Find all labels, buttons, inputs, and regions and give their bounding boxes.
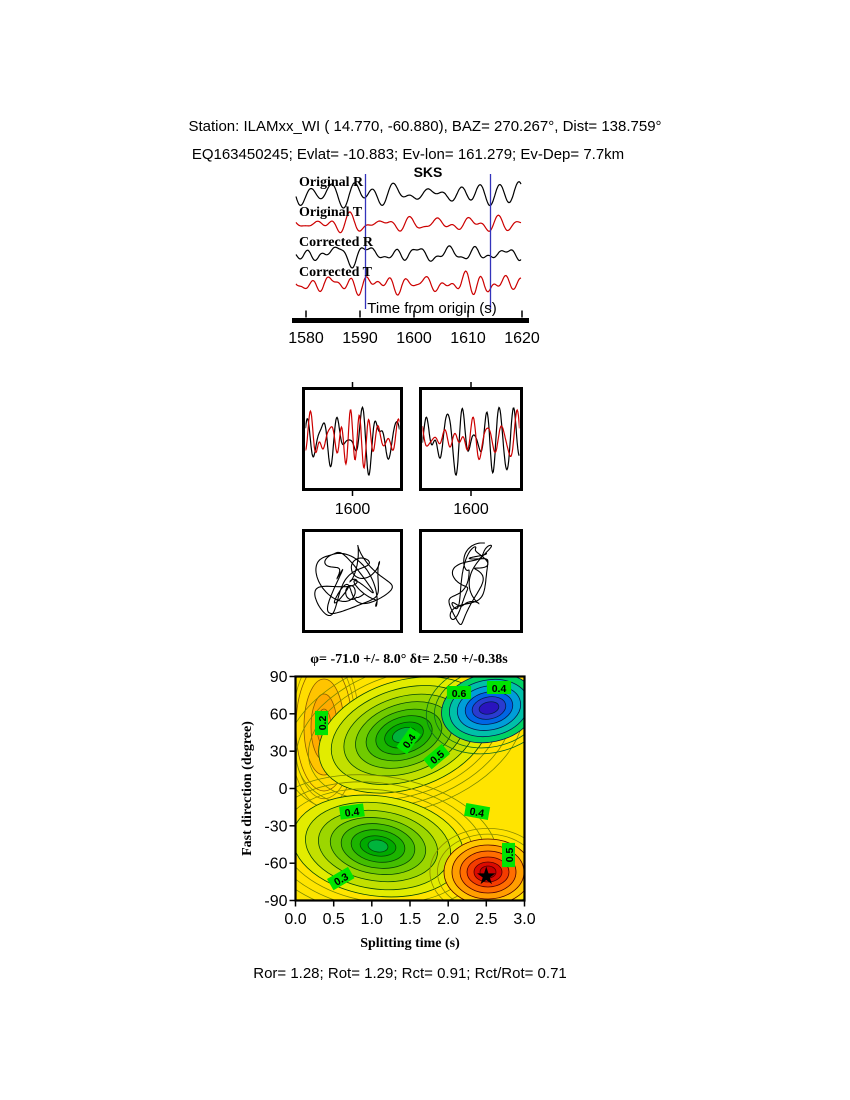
- particle-motion-right-frame: [419, 529, 523, 633]
- xtick-1.5: 1.5: [399, 911, 421, 928]
- ytick-60: 60: [270, 706, 288, 723]
- splitting-time-axis-title: Splitting time (s): [360, 936, 460, 951]
- event-info-line: EQ163450245; Evlat= -10.883; Ev-lon= 161…: [192, 146, 624, 163]
- contour-cluster-3: [295, 774, 499, 901]
- waveform-traces: [295, 181, 522, 297]
- error-surface-axis-ticks: [289, 675, 526, 907]
- svg-text:0.4: 0.4: [492, 683, 507, 695]
- contour-label-2: 0.6: [446, 686, 472, 700]
- xtick-0.5: 0.5: [323, 911, 345, 928]
- ytick-0: 0: [279, 781, 288, 798]
- contour-label-0: 0.2: [315, 710, 329, 736]
- xtick-2.5: 2.5: [475, 911, 497, 928]
- time-tick-1620: 1620: [504, 330, 540, 347]
- particle-motion-right: [448, 542, 492, 626]
- zoom-panel-waves-1: [422, 406, 520, 476]
- ytick-90: 90: [270, 669, 288, 686]
- time-axis-title: Time from origin (s): [367, 300, 496, 317]
- zoom-panel-ticks: [351, 382, 472, 496]
- zoom-right-tick-label: 1600: [453, 501, 489, 518]
- error-surface-contour-labels: 0.20.40.6 0.40.50.4 0.40.50.3: [315, 681, 516, 891]
- trace-label-original-t: Original T: [299, 205, 363, 220]
- particle-motion-left: [314, 544, 393, 617]
- zoom-panel-waves-0: [305, 405, 400, 476]
- xtick-0.0: 0.0: [284, 911, 306, 928]
- particle-motion-curves: [314, 542, 492, 626]
- xtick-1.0: 1.0: [361, 911, 383, 928]
- svg-text:0.4: 0.4: [344, 806, 360, 820]
- zoom-waveforms: [305, 405, 520, 476]
- trace-label-original-r: Original R: [299, 175, 364, 190]
- svg-text:0.6: 0.6: [452, 688, 467, 700]
- contour-label-5: 0.4: [339, 803, 365, 820]
- trace-path-3: [295, 270, 522, 297]
- station-info-line: Station: ILAMxx_WI ( 14.770, -60.880), B…: [188, 118, 661, 135]
- time-axis-ticks: [305, 310, 523, 318]
- contour-label-6: 0.4: [464, 803, 491, 821]
- particle-motion-left-frame: [302, 529, 403, 633]
- time-tick-1600: 1600: [396, 330, 432, 347]
- splitting-result-title: φ= -71.0 +/- 8.0° δt= 2.50 +/-0.38s: [310, 652, 508, 667]
- fast-direction-axis-title: Fast direction (degree): [240, 721, 255, 856]
- svg-text:0.2: 0.2: [317, 716, 329, 731]
- quality-metrics-text: Ror= 1.28; Rot= 1.29; Rct= 0.91; Rct/Rot…: [253, 965, 567, 982]
- trace-path-2: [295, 245, 522, 269]
- svg-text:0.4: 0.4: [469, 806, 486, 820]
- best-solution-star: ★: [476, 862, 498, 890]
- svg-text:0.5: 0.5: [504, 848, 516, 863]
- contour-label-3: 0.4: [486, 681, 512, 695]
- trace-path-0: [295, 181, 522, 209]
- ytick-m90: -90: [264, 893, 287, 910]
- ytick-m60: -60: [264, 856, 287, 873]
- time-tick-1610: 1610: [450, 330, 486, 347]
- ytick-30: 30: [270, 744, 288, 761]
- time-tick-1580: 1580: [288, 330, 324, 347]
- ytick-m30: -30: [264, 818, 287, 835]
- phase-label-sks: SKS: [414, 164, 443, 180]
- trace-label-corrected-t: Corrected T: [299, 265, 373, 280]
- time-tick-1590: 1590: [342, 330, 378, 347]
- contour-label-7: 0.5: [502, 842, 516, 868]
- xtick-3.0: 3.0: [513, 911, 535, 928]
- trace-path-1: [295, 211, 522, 234]
- trace-label-corrected-r: Corrected R: [299, 235, 374, 250]
- xtick-2.0: 2.0: [437, 911, 459, 928]
- zoom-left-tick-label: 1600: [335, 501, 371, 518]
